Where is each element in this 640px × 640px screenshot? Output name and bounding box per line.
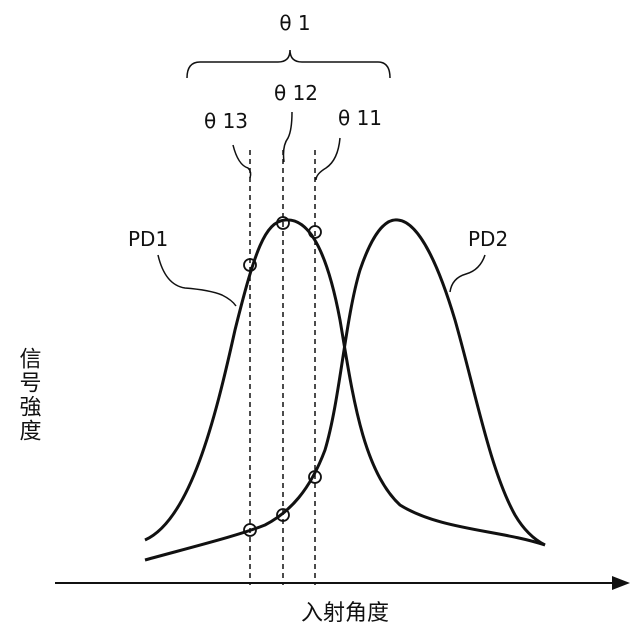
- diagram: θ 1 θ 12 θ 13 θ 11 PD1 PD2 入射角度 信号強度: [0, 0, 640, 640]
- leader: [284, 112, 293, 162]
- y-axis-label: 信号強度: [16, 347, 42, 443]
- x-axis-arrow: [612, 576, 630, 590]
- leader: [316, 138, 340, 180]
- theta12-label: θ 12: [274, 81, 318, 105]
- theta13-label: θ 13: [204, 109, 248, 133]
- pd1-label: PD1: [128, 227, 168, 251]
- theta1-label: θ 1: [279, 11, 310, 35]
- pd2-curve: [145, 220, 545, 560]
- brace: [187, 50, 390, 78]
- x-axis-label: 入射角度: [301, 601, 389, 626]
- pd1-curve: [145, 220, 545, 545]
- leader: [450, 255, 485, 292]
- leader: [233, 145, 251, 178]
- theta11-label: θ 11: [338, 106, 382, 130]
- pd2-label: PD2: [468, 227, 508, 251]
- leader: [158, 255, 236, 306]
